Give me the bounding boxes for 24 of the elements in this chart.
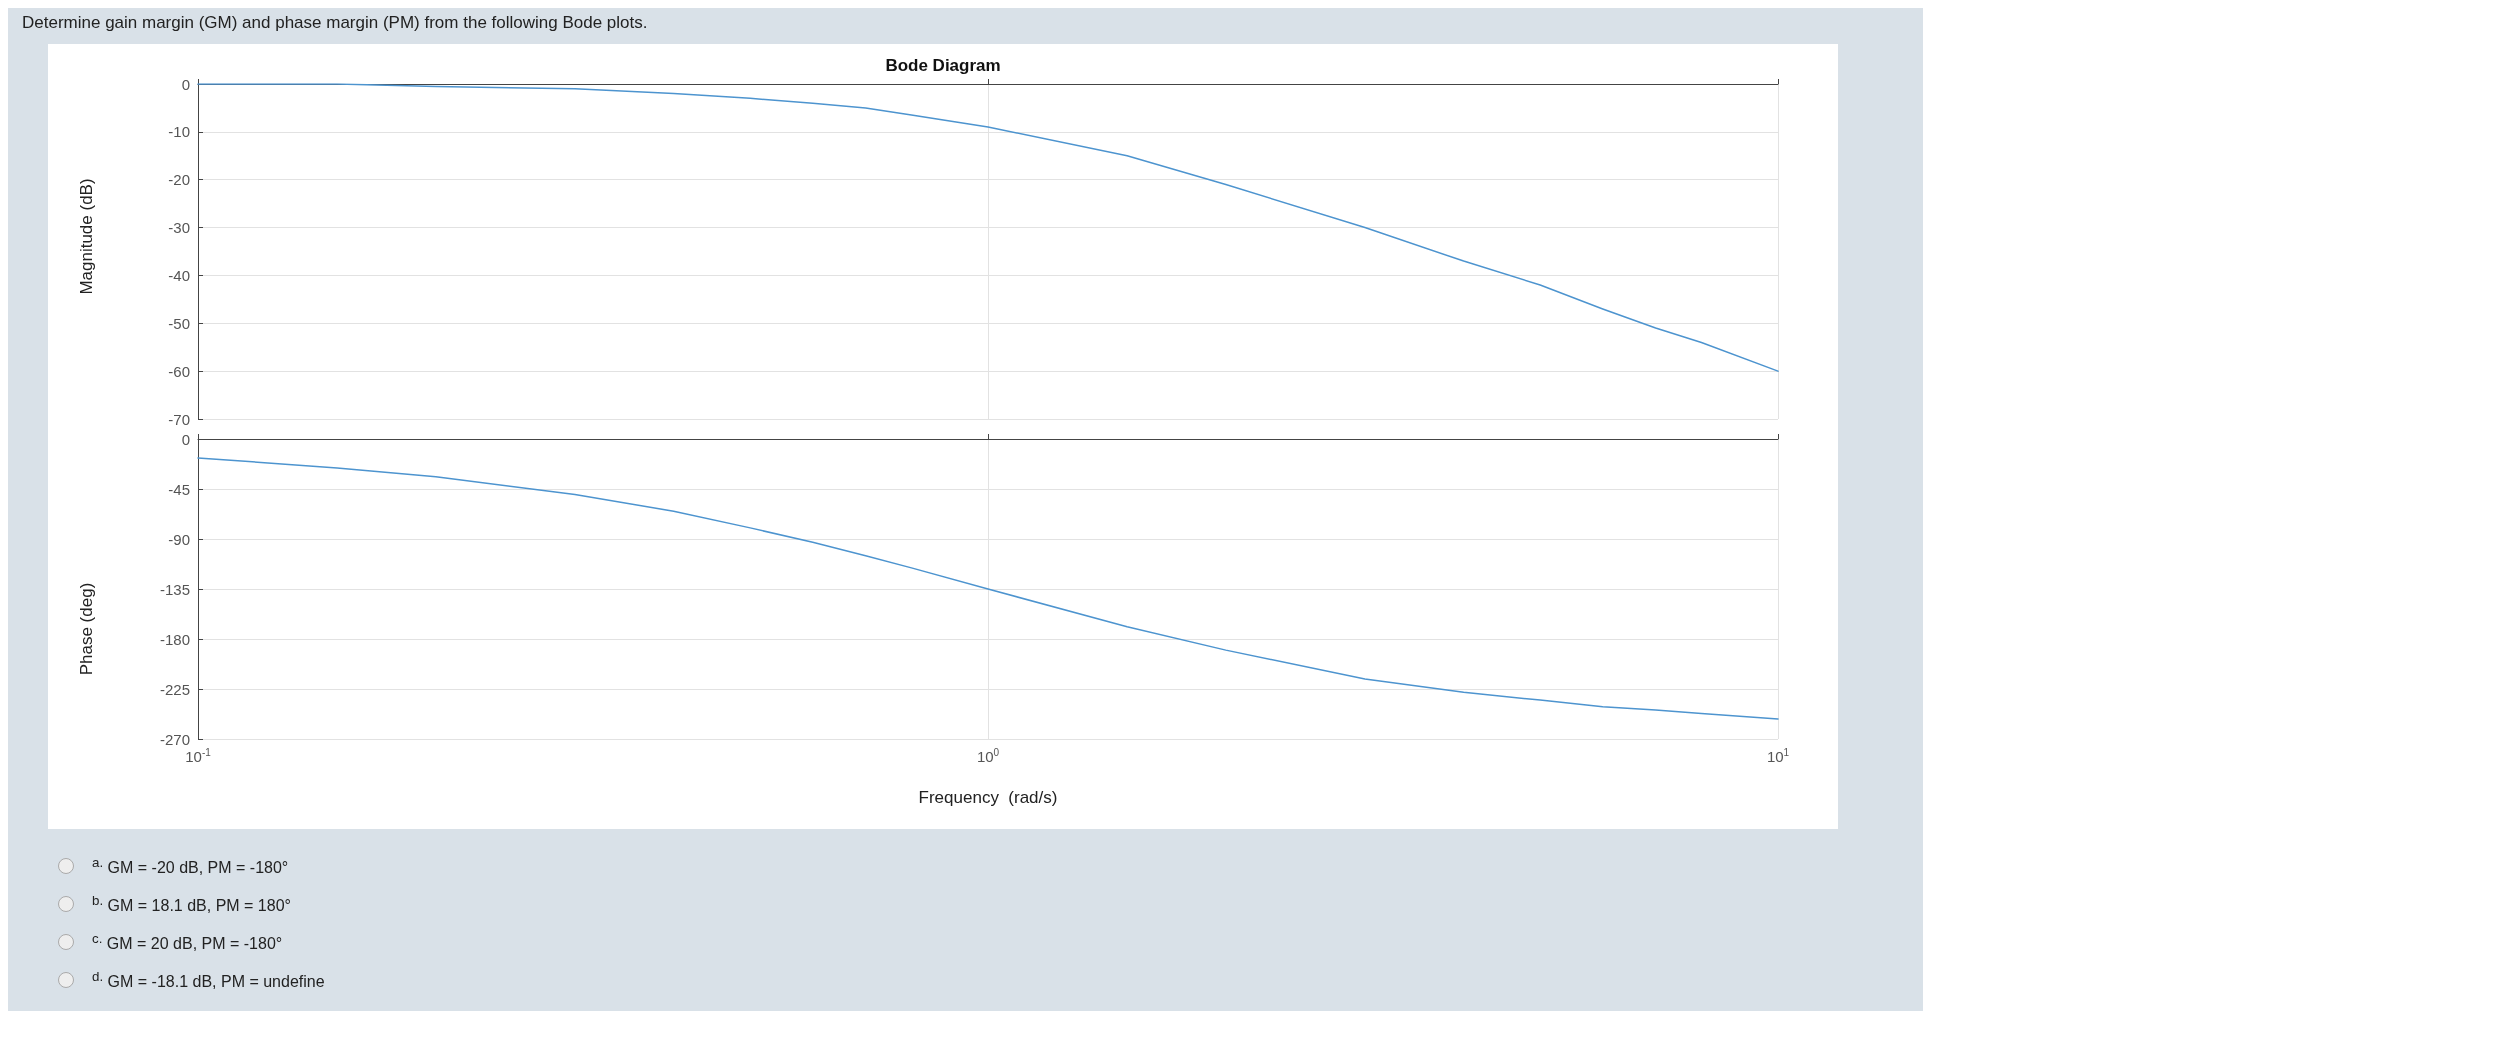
y-tick-label: -45	[168, 480, 190, 498]
y-axis-title: Magnitude (dB)	[77, 178, 96, 295]
y-tick-label: -60	[168, 362, 190, 380]
x-axis-title: Frequency (rad/s)	[918, 788, 1058, 807]
text: $^{a.}$ GM = -20 dB, PM = -180°	[92, 854, 289, 878]
y-tick-label: 0	[181, 430, 190, 448]
chart-title: Bode Diagram	[885, 56, 1001, 75]
text: $^{b.}$ GM = 18.1 dB, PM = 180°	[92, 892, 291, 916]
y-tick-label: -270	[159, 730, 190, 748]
y-tick-label: -40	[168, 266, 190, 284]
y-tick-label: -70	[168, 410, 190, 428]
y-tick-label: 0	[181, 75, 190, 93]
y-tick-label: -50	[168, 314, 190, 332]
text: $^{d.}$ GM = -18.1 dB, PM = undefine	[92, 968, 325, 992]
y-tick-label: -90	[168, 530, 190, 548]
y-tick-label: -30	[168, 219, 190, 237]
y-tick-label: -225	[159, 680, 190, 698]
text: Determine gain margin (GM) and phase margin (PM) from the following Bode plots.	[22, 13, 648, 33]
y-axis-title: Phase (deg)	[77, 582, 96, 676]
y-tick-label: -20	[168, 171, 190, 189]
text: $^{c.}$ GM = 20 dB, PM = -180°	[92, 930, 283, 954]
y-tick-label: -10	[168, 123, 190, 141]
y-tick-label: -180	[159, 630, 190, 648]
y-tick-label: -135	[159, 580, 190, 598]
